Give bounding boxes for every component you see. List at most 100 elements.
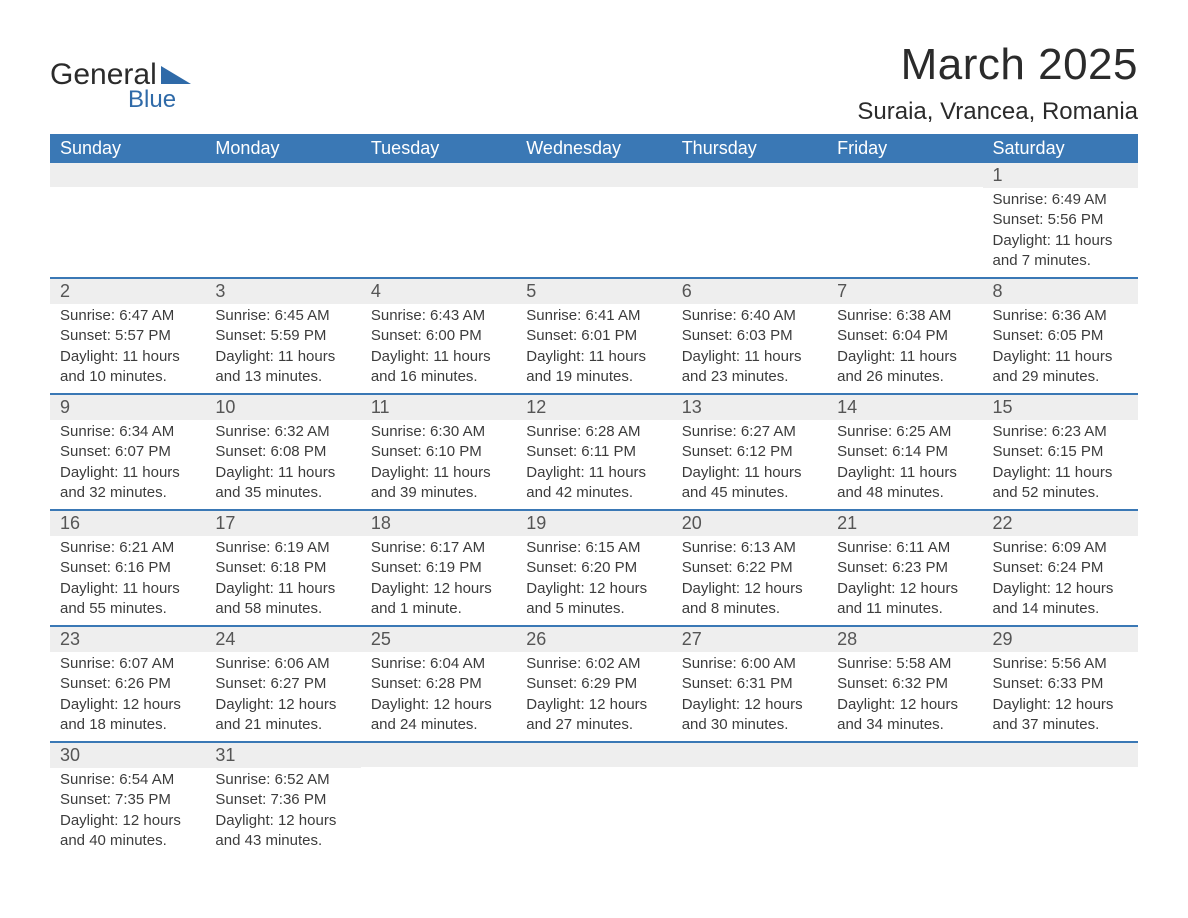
calendar-cell: 21Sunrise: 6:11 AMSunset: 6:23 PMDayligh… xyxy=(827,510,982,626)
sunrise-text: Sunrise: 6:52 AM xyxy=(215,770,350,790)
calendar-cell: 4Sunrise: 6:43 AMSunset: 6:00 PMDaylight… xyxy=(361,278,516,394)
sunset-text: Sunset: 6:11 PM xyxy=(526,442,661,462)
calendar-cell: 23Sunrise: 6:07 AMSunset: 6:26 PMDayligh… xyxy=(50,626,205,742)
daylight-text: Daylight: 12 hours and 27 minutes. xyxy=(526,695,661,736)
sunset-text: Sunset: 6:23 PM xyxy=(837,558,972,578)
sunset-text: Sunset: 5:57 PM xyxy=(60,326,195,346)
calendar-cell: 26Sunrise: 6:02 AMSunset: 6:29 PMDayligh… xyxy=(516,626,671,742)
day-details xyxy=(516,767,671,827)
sunset-text: Sunset: 6:05 PM xyxy=(993,326,1128,346)
day-number: 5 xyxy=(516,279,671,304)
sunset-text: Sunset: 7:36 PM xyxy=(215,790,350,810)
sunset-text: Sunset: 6:12 PM xyxy=(682,442,817,462)
sunset-text: Sunset: 6:28 PM xyxy=(371,674,506,694)
day-number: 15 xyxy=(983,395,1138,420)
daylight-text: Daylight: 12 hours and 37 minutes. xyxy=(993,695,1128,736)
calendar-week-row: 16Sunrise: 6:21 AMSunset: 6:16 PMDayligh… xyxy=(50,510,1138,626)
daylight-text: Daylight: 12 hours and 21 minutes. xyxy=(215,695,350,736)
day-details xyxy=(983,767,1138,827)
sunset-text: Sunset: 6:18 PM xyxy=(215,558,350,578)
sunset-text: Sunset: 6:19 PM xyxy=(371,558,506,578)
day-number: 24 xyxy=(205,627,360,652)
day-details: Sunrise: 6:15 AMSunset: 6:20 PMDaylight:… xyxy=(516,536,671,625)
sunset-text: Sunset: 6:33 PM xyxy=(993,674,1128,694)
day-number xyxy=(361,743,516,767)
sunrise-text: Sunrise: 6:06 AM xyxy=(215,654,350,674)
day-number xyxy=(50,163,205,187)
daylight-text: Daylight: 11 hours and 35 minutes. xyxy=(215,463,350,504)
calendar-cell: 22Sunrise: 6:09 AMSunset: 6:24 PMDayligh… xyxy=(983,510,1138,626)
calendar-cell: 11Sunrise: 6:30 AMSunset: 6:10 PMDayligh… xyxy=(361,394,516,510)
day-number: 21 xyxy=(827,511,982,536)
daylight-text: Daylight: 12 hours and 40 minutes. xyxy=(60,811,195,852)
daylight-text: Daylight: 12 hours and 11 minutes. xyxy=(837,579,972,620)
calendar-cell: 12Sunrise: 6:28 AMSunset: 6:11 PMDayligh… xyxy=(516,394,671,510)
calendar-week-row: 2Sunrise: 6:47 AMSunset: 5:57 PMDaylight… xyxy=(50,278,1138,394)
day-number: 7 xyxy=(827,279,982,304)
calendar-cell: 20Sunrise: 6:13 AMSunset: 6:22 PMDayligh… xyxy=(672,510,827,626)
calendar-cell: 3Sunrise: 6:45 AMSunset: 5:59 PMDaylight… xyxy=(205,278,360,394)
sunset-text: Sunset: 6:00 PM xyxy=(371,326,506,346)
calendar-cell: 31Sunrise: 6:52 AMSunset: 7:36 PMDayligh… xyxy=(205,742,360,857)
weekday-header: Tuesday xyxy=(361,134,516,163)
calendar-cell xyxy=(50,163,205,278)
calendar-cell xyxy=(827,742,982,857)
day-details xyxy=(205,187,360,247)
sunrise-text: Sunrise: 6:21 AM xyxy=(60,538,195,558)
day-number: 10 xyxy=(205,395,360,420)
sunrise-text: Sunrise: 6:54 AM xyxy=(60,770,195,790)
day-details: Sunrise: 6:17 AMSunset: 6:19 PMDaylight:… xyxy=(361,536,516,625)
calendar-cell: 24Sunrise: 6:06 AMSunset: 6:27 PMDayligh… xyxy=(205,626,360,742)
day-details: Sunrise: 6:43 AMSunset: 6:00 PMDaylight:… xyxy=(361,304,516,393)
sunrise-text: Sunrise: 6:49 AM xyxy=(993,190,1128,210)
weekday-header-row: Sunday Monday Tuesday Wednesday Thursday… xyxy=(50,134,1138,163)
calendar-cell xyxy=(205,163,360,278)
day-number xyxy=(827,743,982,767)
sunset-text: Sunset: 6:01 PM xyxy=(526,326,661,346)
calendar-cell: 17Sunrise: 6:19 AMSunset: 6:18 PMDayligh… xyxy=(205,510,360,626)
sunset-text: Sunset: 6:04 PM xyxy=(837,326,972,346)
weekday-header: Sunday xyxy=(50,134,205,163)
day-details xyxy=(361,187,516,247)
daylight-text: Daylight: 11 hours and 52 minutes. xyxy=(993,463,1128,504)
month-title: March 2025 xyxy=(857,40,1138,90)
day-details: Sunrise: 6:27 AMSunset: 6:12 PMDaylight:… xyxy=(672,420,827,509)
day-number: 20 xyxy=(672,511,827,536)
day-number xyxy=(672,743,827,767)
calendar-cell xyxy=(672,742,827,857)
calendar-cell xyxy=(672,163,827,278)
daylight-text: Daylight: 12 hours and 18 minutes. xyxy=(60,695,195,736)
calendar-cell xyxy=(361,742,516,857)
weekday-header: Wednesday xyxy=(516,134,671,163)
day-number xyxy=(516,163,671,187)
day-details: Sunrise: 6:06 AMSunset: 6:27 PMDaylight:… xyxy=(205,652,360,741)
day-number xyxy=(827,163,982,187)
day-details xyxy=(361,767,516,827)
calendar-cell: 28Sunrise: 5:58 AMSunset: 6:32 PMDayligh… xyxy=(827,626,982,742)
day-details: Sunrise: 6:34 AMSunset: 6:07 PMDaylight:… xyxy=(50,420,205,509)
daylight-text: Daylight: 12 hours and 24 minutes. xyxy=(371,695,506,736)
sunset-text: Sunset: 6:14 PM xyxy=(837,442,972,462)
day-number xyxy=(361,163,516,187)
weekday-header: Monday xyxy=(205,134,360,163)
day-number: 12 xyxy=(516,395,671,420)
daylight-text: Daylight: 11 hours and 13 minutes. xyxy=(215,347,350,388)
sunset-text: Sunset: 6:29 PM xyxy=(526,674,661,694)
day-number: 26 xyxy=(516,627,671,652)
daylight-text: Daylight: 11 hours and 32 minutes. xyxy=(60,463,195,504)
day-details: Sunrise: 6:09 AMSunset: 6:24 PMDaylight:… xyxy=(983,536,1138,625)
daylight-text: Daylight: 11 hours and 29 minutes. xyxy=(993,347,1128,388)
daylight-text: Daylight: 12 hours and 14 minutes. xyxy=(993,579,1128,620)
sunrise-text: Sunrise: 6:13 AM xyxy=(682,538,817,558)
sunrise-text: Sunrise: 6:43 AM xyxy=(371,306,506,326)
calendar-cell: 19Sunrise: 6:15 AMSunset: 6:20 PMDayligh… xyxy=(516,510,671,626)
calendar-cell: 15Sunrise: 6:23 AMSunset: 6:15 PMDayligh… xyxy=(983,394,1138,510)
sunrise-text: Sunrise: 6:09 AM xyxy=(993,538,1128,558)
daylight-text: Daylight: 12 hours and 30 minutes. xyxy=(682,695,817,736)
daylight-text: Daylight: 11 hours and 58 minutes. xyxy=(215,579,350,620)
sunrise-text: Sunrise: 6:15 AM xyxy=(526,538,661,558)
calendar-week-row: 30Sunrise: 6:54 AMSunset: 7:35 PMDayligh… xyxy=(50,742,1138,857)
calendar-cell: 29Sunrise: 5:56 AMSunset: 6:33 PMDayligh… xyxy=(983,626,1138,742)
daylight-text: Daylight: 12 hours and 1 minute. xyxy=(371,579,506,620)
day-number: 31 xyxy=(205,743,360,768)
